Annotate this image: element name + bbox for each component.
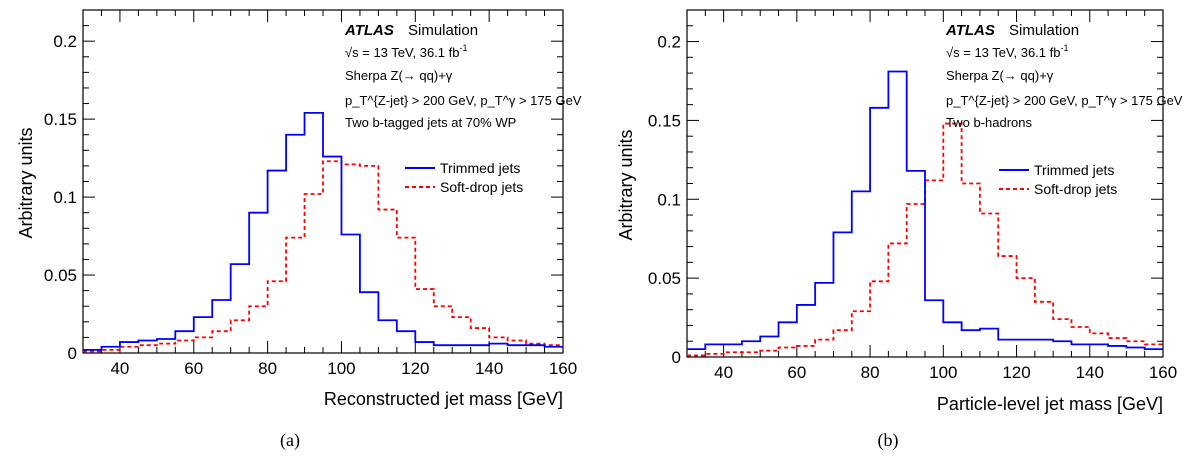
y-tick-label: 0.2: [657, 33, 681, 52]
x-axis-ticks: 40 60 80 100 120 140 160: [82, 10, 577, 378]
y-tick-label: 0: [672, 348, 681, 367]
panel-caption: (a): [280, 430, 300, 451]
tagging-label: Two b-hadrons: [946, 115, 1032, 130]
x-tick-label: 160: [1149, 363, 1177, 382]
x-tick-label: 60: [184, 359, 203, 378]
x-tick-label: 140: [1076, 363, 1104, 382]
y-tick-label: 0.1: [53, 188, 77, 207]
y-tick-label: 0.1: [657, 190, 681, 209]
y-axis-ticks: 0 0.05 0.1 0.15 0.2: [648, 25, 1163, 367]
x-tick-label: 120: [1002, 363, 1030, 382]
y-tick-label: 0.2: [53, 32, 77, 51]
x-tick-label: 140: [475, 359, 503, 378]
y-tick-label: 0.05: [648, 269, 681, 288]
histogram-series: [687, 70, 1163, 357]
y-tick-label: 0.05: [44, 266, 77, 285]
x-tick-label: 160: [549, 359, 577, 378]
panel-a: 0 0.05 0.1 0.15 0.2 40 60 80 100 120 140 160 Arbit…: [16, 9, 582, 451]
legend-trimmed-label: Trimmed jets: [1034, 162, 1114, 178]
x-tick-label: 40: [110, 359, 129, 378]
x-tick-label: 80: [861, 363, 880, 382]
panel-caption: (b): [878, 430, 899, 451]
legend-trimmed-label: Trimmed jets: [440, 160, 520, 176]
y-tick-label: 0.15: [44, 110, 77, 129]
atlas-label: ATLAS: [945, 22, 995, 39]
legend: Trimmed jets Soft-drop jets: [999, 162, 1117, 197]
tagging-label: Two b-tagged jets at 70% WP: [345, 115, 516, 130]
simulation-label: Simulation: [1009, 22, 1079, 39]
atlas-label: ATLAS: [344, 22, 394, 39]
x-axis-label: Reconstructed jet mass [GeV]: [324, 389, 563, 409]
x-tick-label: 100: [327, 359, 355, 378]
softdrop-histogram: [83, 160, 563, 353]
x-tick-label: 40: [714, 363, 733, 382]
energy-lumi-label: √s = 13 TeV, 36.1 fb-1: [946, 43, 1069, 60]
x-tick-label: 100: [929, 363, 957, 382]
x-tick-label: 80: [258, 359, 277, 378]
cut-label: p_T^{Z-jet} > 200 GeV, p_T^γ > 175 GeV: [946, 93, 1183, 108]
x-tick-label: 60: [787, 363, 806, 382]
sample-label: Sherpa Z(→ qq)+γ: [946, 68, 1054, 83]
cut-label: p_T^{Z-jet} > 200 GeV, p_T^γ > 175 GeV: [345, 93, 582, 108]
panel-b: 0 0.05 0.1 0.15 0.2 40 60 80 100 120 140 160 Arbit…: [616, 9, 1183, 451]
trimmed-histogram: [83, 112, 563, 351]
y-axis-ticks: 0 0.05 0.1 0.15 0.2: [44, 25, 563, 363]
y-tick-label: 0.15: [648, 111, 681, 130]
y-axis-label: Arbitrary units: [16, 127, 36, 238]
y-tick-label: 0: [68, 344, 77, 363]
trimmed-histogram: [687, 70, 1163, 351]
legend-softdrop-label: Soft-drop jets: [440, 179, 523, 195]
x-tick-label: 120: [401, 359, 429, 378]
legend-softdrop-label: Soft-drop jets: [1034, 181, 1117, 197]
histogram-series: [83, 112, 563, 353]
energy-lumi-label: √s = 13 TeV, 36.1 fb-1: [345, 43, 468, 60]
legend: Trimmed jets Soft-drop jets: [405, 160, 523, 195]
x-axis-ticks: 40 60 80 100 120 140 160: [686, 10, 1177, 382]
sample-label: Sherpa Z(→ qq)+γ: [345, 68, 453, 83]
x-axis-label: Particle-level jet mass [GeV]: [937, 394, 1163, 414]
simulation-label: Simulation: [408, 22, 478, 39]
y-axis-label: Arbitrary units: [616, 129, 636, 240]
